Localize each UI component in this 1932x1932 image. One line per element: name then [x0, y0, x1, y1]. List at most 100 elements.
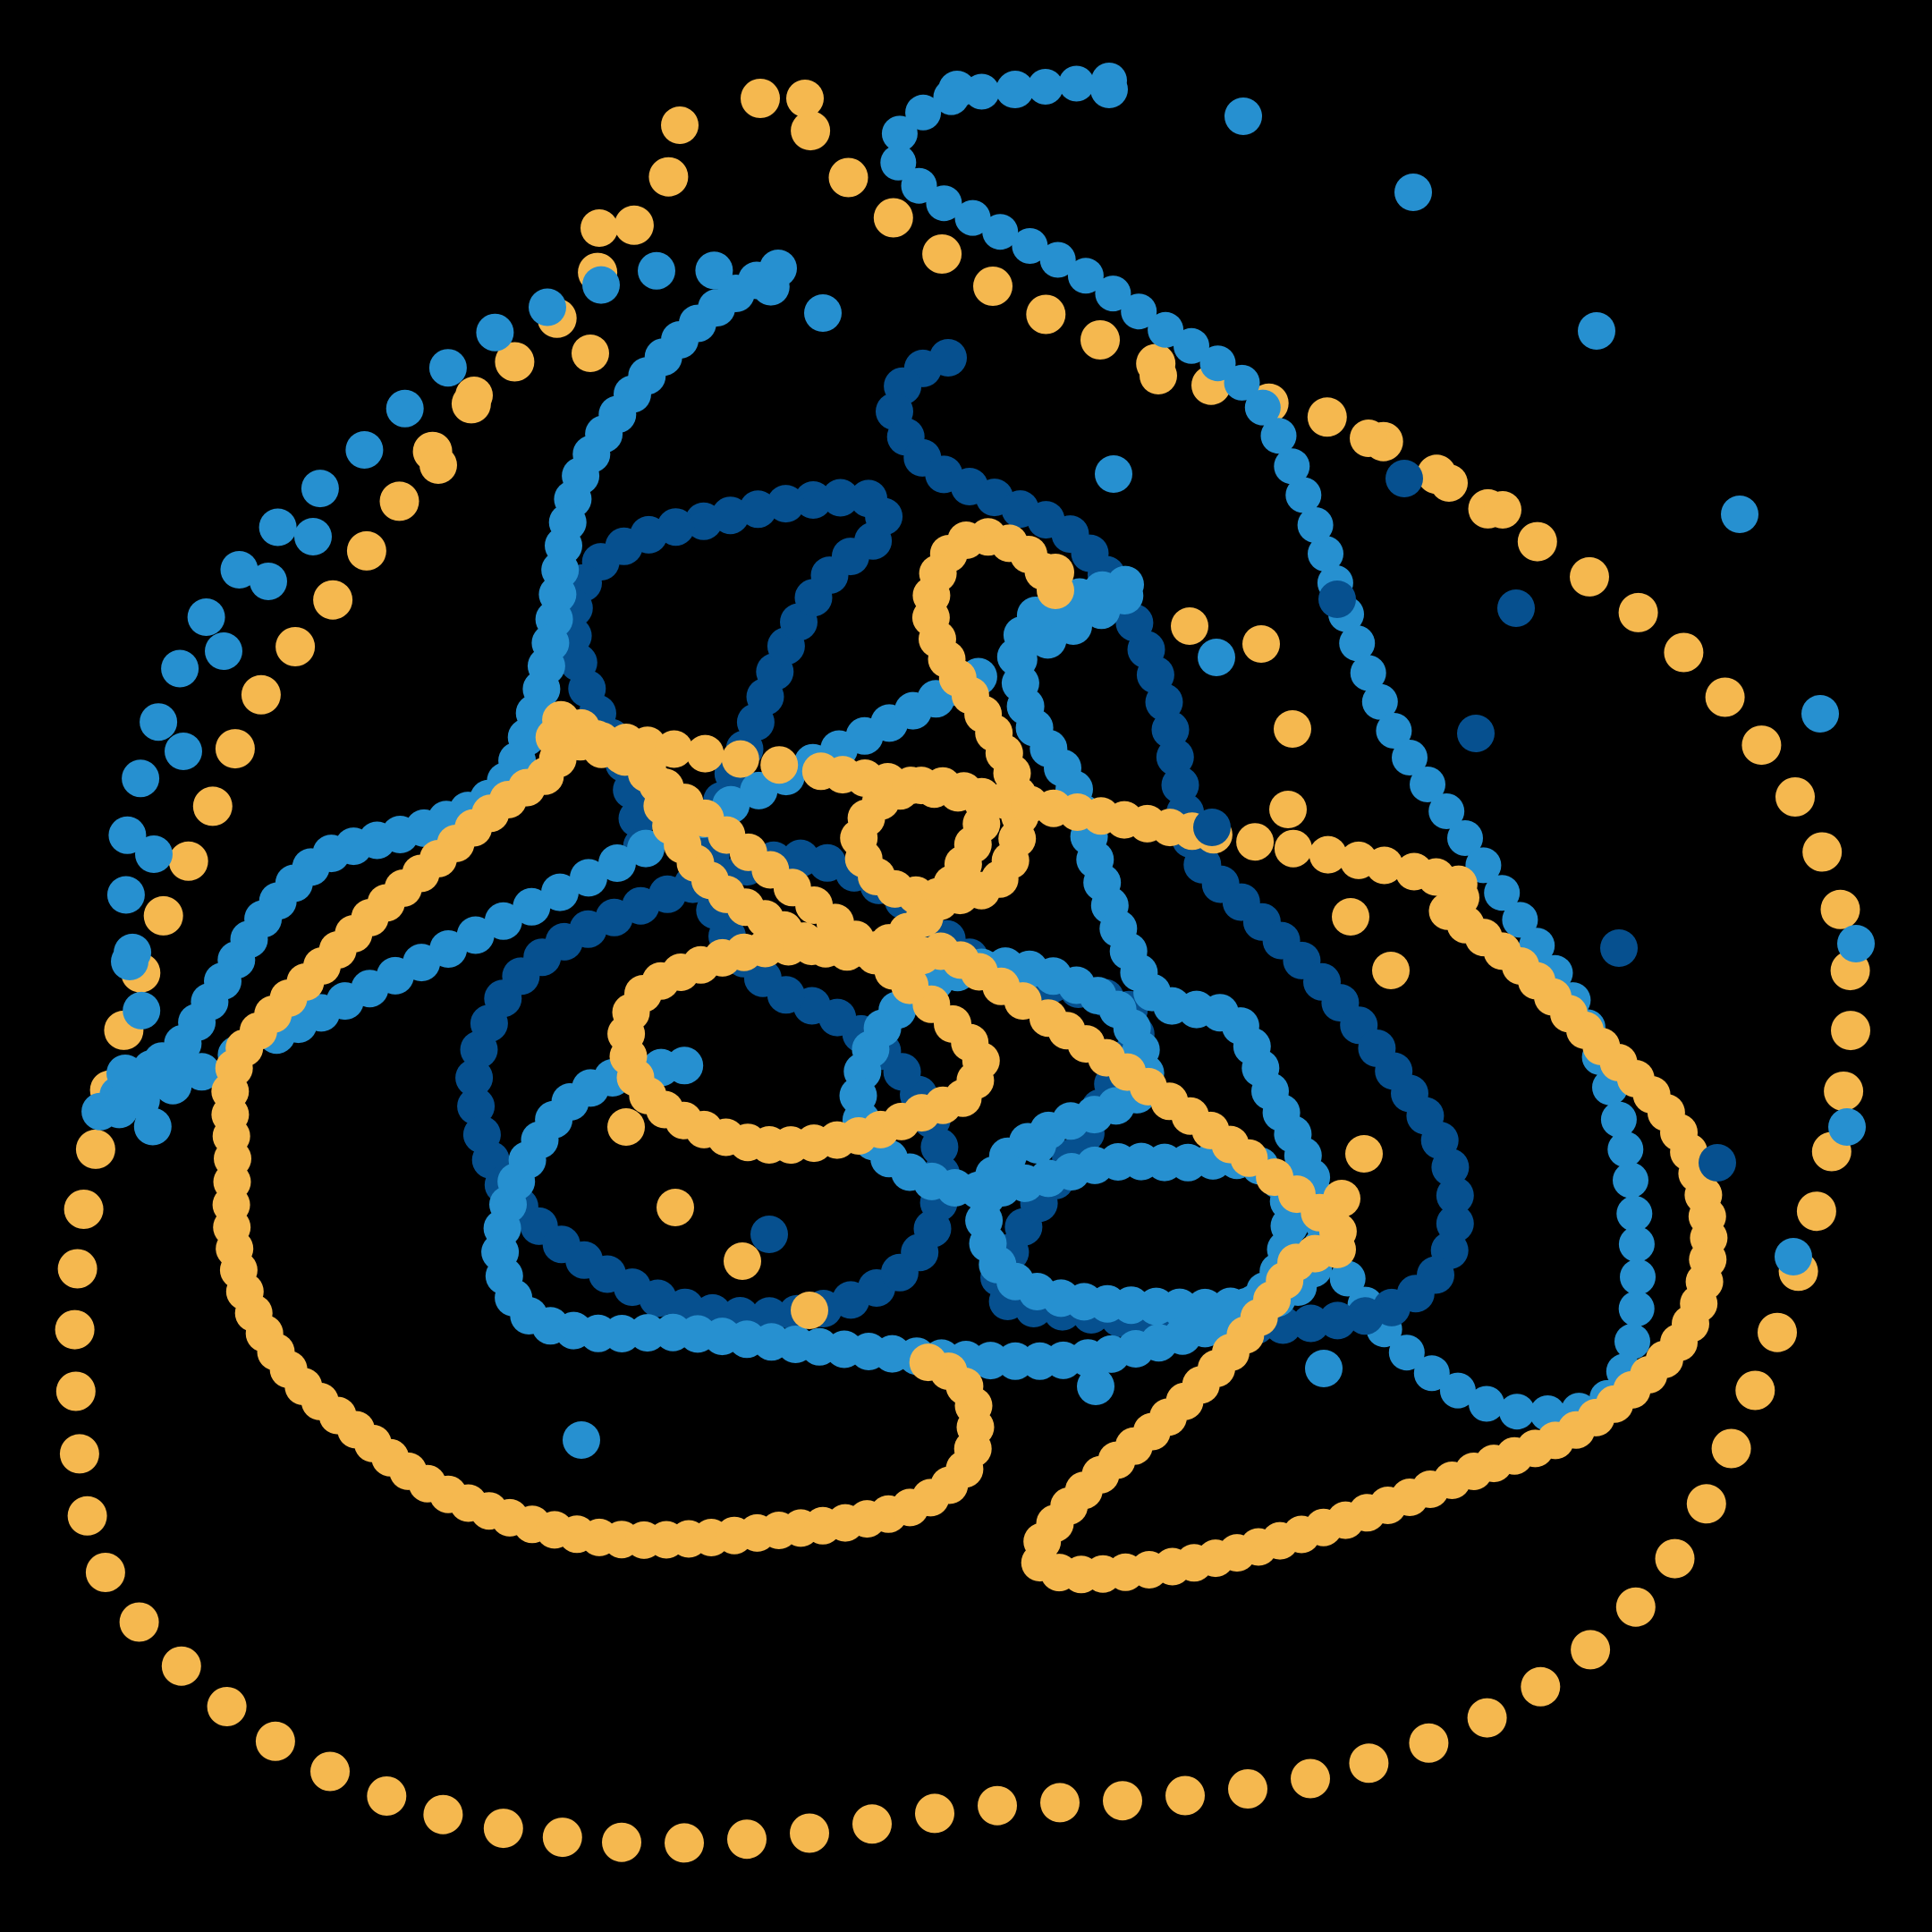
- outer-gold-spiral-dot: [313, 580, 353, 620]
- outer-blue-left-dot: [187, 598, 225, 636]
- outer-blue-spiral-dot: [1260, 418, 1297, 454]
- loose-dot: [607, 1108, 645, 1146]
- outer-gold-spiral-dot: [973, 267, 1013, 306]
- outer-gold-spiral-dot: [978, 1785, 1017, 1826]
- outer-blue-spiral-dot: [1410, 767, 1445, 802]
- outer-blue-spiral-dot: [1616, 1195, 1653, 1232]
- loose-dot: [1224, 97, 1262, 135]
- loose-dot: [1019, 1126, 1056, 1164]
- loose-dot: [1095, 455, 1132, 493]
- outer-blue-spiral-dot: [1499, 1394, 1535, 1430]
- loose-dot: [661, 106, 699, 144]
- outer-gold-spiral-dot: [57, 1249, 97, 1289]
- inner-gold-loop-dot: [655, 730, 693, 768]
- outer-gold-spiral-dot: [85, 1553, 125, 1592]
- outer-gold-spiral-dot: [1570, 556, 1609, 597]
- outer-blue-spiral-dot: [1388, 1335, 1425, 1371]
- loose-dot: [1274, 710, 1311, 748]
- outer-blue-spiral-dot: [1012, 228, 1048, 264]
- outer-gold-spiral-dot: [207, 1687, 247, 1726]
- inner-navy-loop-dot: [794, 481, 833, 519]
- inner-navy-loop-dot: [782, 839, 819, 877]
- outer-blue-spiral-dot: [1484, 875, 1521, 911]
- loose-dot: [1372, 952, 1410, 989]
- outer-gold-spiral-dot: [922, 234, 962, 274]
- loose-dot: [1837, 925, 1875, 962]
- outer-gold-spiral-dot: [1741, 725, 1782, 766]
- outer-blue-spiral-dot: [1121, 293, 1157, 330]
- outer-blue-spiral-dot: [1376, 713, 1412, 749]
- inner-gold-loop-dot: [1274, 829, 1312, 868]
- outer-gold-spiral-dot: [241, 674, 281, 715]
- outer-gold-spiral-dot: [143, 895, 183, 936]
- outer-blue-spiral-dot: [1039, 242, 1076, 278]
- outer-blue-spiral-dot: [1244, 389, 1281, 426]
- outer-gold-spiral-dot: [161, 1646, 201, 1686]
- loose-dot: [1350, 419, 1387, 457]
- outer-gold-spiral-dot: [852, 1804, 892, 1844]
- inner-gold-loop-strand: [211, 518, 1728, 1594]
- outer-gold-spiral-dot: [665, 1823, 704, 1863]
- inner-blue-loop-dot: [541, 873, 579, 911]
- loose-dot: [1721, 496, 1758, 533]
- loose-dot: [786, 80, 824, 117]
- outer-blue-spiral-dot: [982, 214, 1019, 250]
- outer-gold-spiral-dot: [1802, 832, 1843, 872]
- loose-dot: [1305, 1350, 1343, 1387]
- outer-blue-spiral-dot: [905, 94, 942, 131]
- inner-blue-loop-dot: [627, 829, 665, 868]
- outer-blue-left-dot: [108, 816, 147, 854]
- outer-blue-left-dot: [428, 349, 467, 387]
- loose-dot: [1332, 898, 1369, 936]
- loose-dot: [1801, 695, 1839, 733]
- outer-gold-spiral-dot: [1228, 1769, 1267, 1809]
- loose-dot: [455, 377, 493, 414]
- inner-gold-loop-dot: [909, 1343, 947, 1382]
- inner-blue-loop-dot: [456, 916, 495, 954]
- outer-gold-spiral-dot: [483, 1809, 523, 1849]
- outer-blue-left-dot: [638, 251, 675, 290]
- loose-dot: [750, 1216, 788, 1253]
- inner-blue-loop-dot: [570, 859, 607, 897]
- outer-blue-spiral-dot: [1224, 364, 1260, 401]
- outer-blue-spiral-dot: [1447, 820, 1483, 856]
- outer-gold-spiral-dot: [1615, 1587, 1656, 1627]
- outer-blue-spiral-dot: [1618, 1291, 1655, 1327]
- inner-blue-loop-dot: [665, 1046, 704, 1085]
- outer-blue-left-dot: [122, 759, 160, 798]
- loose-dot: [135, 835, 173, 873]
- outer-gold-spiral-dot: [119, 1602, 159, 1642]
- loose-dot: [724, 1242, 761, 1280]
- loose-dot: [106, 1055, 144, 1092]
- outer-gold-spiral-dot: [1026, 294, 1066, 335]
- loose-dot: [938, 71, 976, 108]
- outer-gold-spiral-dot: [1521, 1666, 1561, 1707]
- inner-gold-loop-dot: [760, 746, 799, 784]
- outer-blue-spiral-dot: [1027, 69, 1063, 105]
- outer-gold-spiral-dot: [64, 1190, 104, 1229]
- outer-blue-spiral-dot: [1174, 327, 1209, 364]
- loose-dot: [1171, 607, 1208, 645]
- outer-gold-spiral-dot: [727, 1819, 767, 1860]
- outer-gold-spiral-dot: [1349, 1743, 1389, 1784]
- loose-dot: [1385, 460, 1423, 497]
- outer-gold-spiral-dot: [791, 111, 831, 151]
- outer-gold-spiral-dot: [1705, 677, 1745, 717]
- outer-gold-spiral-dot: [75, 1129, 115, 1169]
- outer-blue-spiral-dot: [1297, 507, 1334, 543]
- inner-navy-loop-dot: [1431, 1148, 1470, 1186]
- outer-blue-spiral-dot: [1274, 448, 1310, 485]
- outer-blue-spiral-dot: [926, 185, 962, 222]
- outer-blue-spiral-dot: [1067, 258, 1104, 294]
- outer-gold-spiral-dot: [1517, 521, 1557, 562]
- loose-dot: [1457, 715, 1495, 752]
- loose-dot: [996, 71, 1034, 108]
- outer-blue-spiral-dot: [1413, 1355, 1450, 1392]
- loose-dot: [1578, 312, 1615, 350]
- outer-blue-spiral-dot: [1613, 1162, 1648, 1199]
- loose-dot: [169, 1050, 207, 1088]
- loose-dot: [1345, 1135, 1383, 1173]
- outer-blue-spiral-dot: [1308, 536, 1343, 572]
- loose-dot: [572, 335, 609, 372]
- inner-blue-loop-dot: [513, 887, 551, 926]
